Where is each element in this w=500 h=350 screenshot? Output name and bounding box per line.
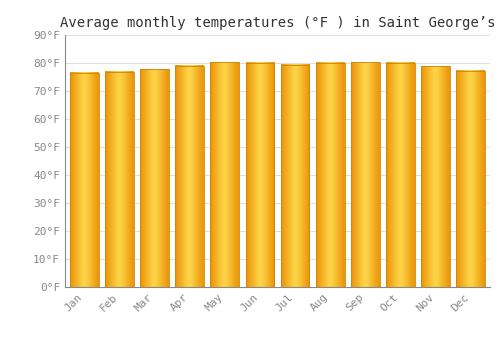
Bar	[210, 62, 239, 287]
Bar	[421, 66, 450, 287]
Bar	[351, 62, 380, 287]
Bar	[176, 66, 204, 287]
Bar	[386, 63, 415, 287]
Bar	[280, 65, 310, 287]
Bar	[70, 73, 98, 287]
Title: Average monthly temperatures (°F ) in Saint George’s: Average monthly temperatures (°F ) in Sa…	[60, 16, 495, 30]
Bar	[105, 72, 134, 287]
Bar	[316, 63, 344, 287]
Bar	[246, 63, 274, 287]
Bar	[456, 71, 485, 287]
Bar	[140, 69, 169, 287]
